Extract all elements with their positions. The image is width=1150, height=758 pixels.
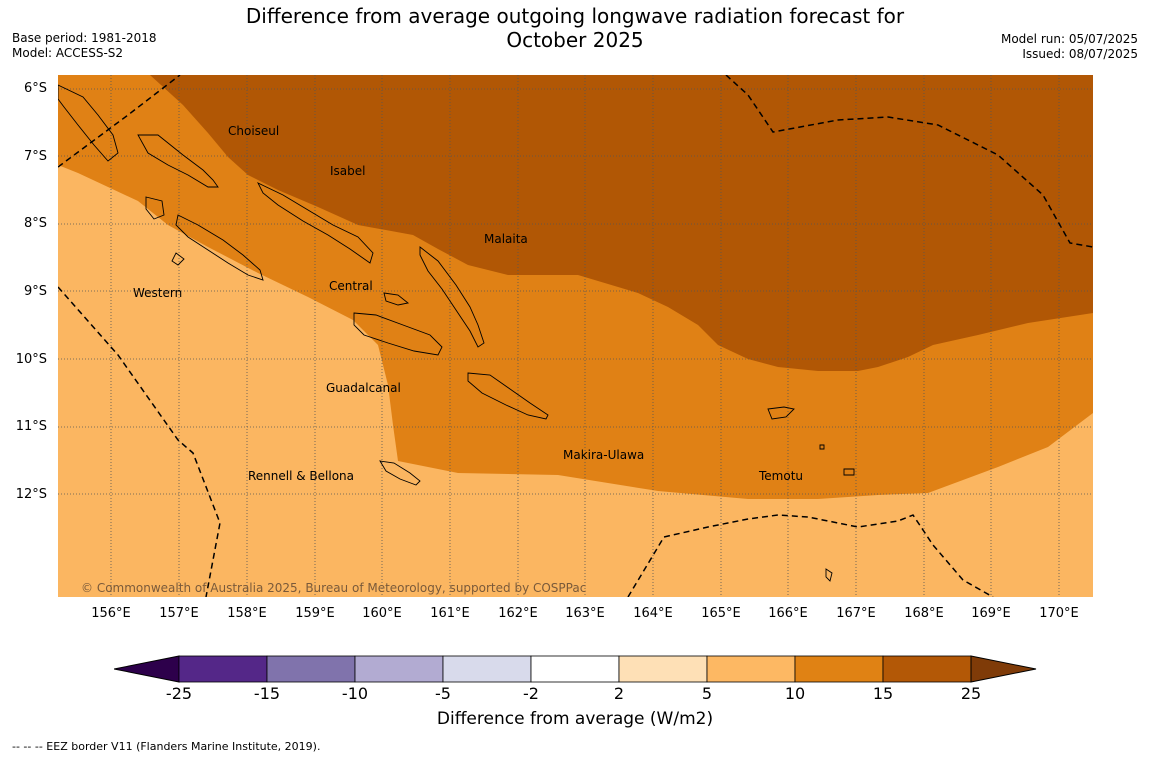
colorbar-segment: [354, 655, 444, 683]
colorbar-extend-min: [114, 655, 180, 683]
eez-borders: [58, 75, 1093, 597]
lat-label: 6°S: [23, 81, 47, 96]
island-small-4: [383, 292, 410, 306]
map-gridlines: [58, 75, 1093, 597]
island-outlines: [58, 84, 855, 582]
island-isabel: [257, 182, 374, 264]
island-western-small: [145, 196, 165, 220]
region-label-malaita: Malaita: [484, 232, 528, 246]
colorbar-segment: [530, 655, 620, 683]
colorbar-tick: 15: [872, 684, 894, 703]
lon-label: 165°E: [701, 606, 741, 621]
lon-label: 167°E: [836, 606, 876, 621]
island-newgeorgia: [175, 214, 264, 281]
region-label-guadalcanal: Guadalcanal: [326, 381, 401, 395]
lon-label: 170°E: [1039, 606, 1079, 621]
colorbar-segment: [794, 655, 884, 683]
colorbar-segment: [882, 655, 972, 683]
island-bougainville: [58, 84, 119, 162]
colorbar-tick: -2: [523, 684, 539, 703]
island-rennell: [379, 460, 421, 486]
lon-label: 169°E: [971, 606, 1011, 621]
island-small-5: [825, 568, 833, 582]
lat-label: 7°S: [23, 149, 47, 164]
region-label-central: Central: [329, 279, 373, 293]
band-15-25: [150, 75, 1093, 371]
lat-label: 12°S: [15, 487, 47, 502]
colorbar-tick: -10: [341, 684, 369, 703]
map-title: Difference from average outgoing longwav…: [0, 4, 1150, 52]
lat-label: 10°S: [15, 352, 47, 367]
lon-label: 166°E: [768, 606, 808, 621]
title-line-1: Difference from average outgoing longwav…: [245, 4, 905, 28]
region-label-choiseul: Choiseul: [228, 124, 280, 138]
colorbar-tick: -15: [253, 684, 281, 703]
lon-label: 157°E: [159, 606, 199, 621]
region-label-rennell: Rennell & Bellona: [248, 469, 355, 483]
lon-label: 164°E: [633, 606, 673, 621]
region-label-makira: Makira-Ulawa: [563, 448, 645, 462]
colorbar-tick: -25: [165, 684, 193, 703]
colorbar-segment: [442, 655, 532, 683]
island-ndeni: [767, 406, 795, 420]
colorbar-tick: -5: [435, 684, 451, 703]
region-label-temotu: Temotu: [759, 469, 804, 483]
colorbar-tick: 10: [784, 684, 806, 703]
colorbar-segment: [266, 655, 356, 683]
island-small-2: [819, 444, 825, 450]
lon-label: 160°E: [362, 606, 402, 621]
lon-label: 158°E: [227, 606, 267, 621]
model-run: Model run: 05/07/2025: [1000, 32, 1138, 46]
colorbar-tick: 2: [613, 684, 625, 703]
colorbar-extend-max: [970, 655, 1037, 683]
colorbar-segment: [618, 655, 708, 683]
region-label-western: Western: [133, 286, 183, 300]
meta-right: Model run: 05/07/2025 Issued: 08/07/2025: [1001, 32, 1138, 62]
region-label-isabel: Isabel: [330, 164, 366, 178]
issued-date: Issued: 08/07/2025: [1022, 47, 1138, 61]
island-small-1: [843, 468, 855, 476]
island-guadalcanal: [353, 312, 443, 356]
colorbar-segment: [178, 655, 268, 683]
forecast-map: [58, 75, 1093, 597]
lon-label: 161°E: [430, 606, 470, 621]
eez-footnote: -- -- -- EEZ border V11 (Flanders Marine…: [12, 740, 321, 753]
base-period: Base period: 1981-2018: [12, 31, 157, 45]
colorbar-label: Difference from average (W/m2): [436, 709, 714, 729]
lon-label: 163°E: [565, 606, 605, 621]
title-line-2: October 2025: [506, 28, 644, 52]
lat-label: 9°S: [23, 284, 47, 299]
meta-left: Base period: 1981-2018 Model: ACCESS-S2: [12, 31, 157, 61]
island-small-3: [171, 252, 185, 266]
model-name: Model: ACCESS-S2: [12, 46, 124, 60]
lon-label: 168°E: [904, 606, 944, 621]
lon-label: 156°E: [91, 606, 131, 621]
lat-label: 8°S: [23, 216, 47, 231]
lon-label: 159°E: [295, 606, 335, 621]
lon-label: 162°E: [498, 606, 538, 621]
island-choiseul: [137, 134, 219, 188]
colorbar-segment: [706, 655, 796, 683]
copyright-text: © Commonwealth of Australia 2025, Bureau…: [81, 581, 587, 595]
lat-label: 11°S: [15, 419, 47, 434]
island-malaita: [419, 246, 485, 348]
island-makira: [467, 372, 549, 420]
colorbar-tick: 25: [960, 684, 982, 703]
colorbar-tick: 5: [701, 684, 713, 703]
colorbar: [114, 655, 1037, 683]
